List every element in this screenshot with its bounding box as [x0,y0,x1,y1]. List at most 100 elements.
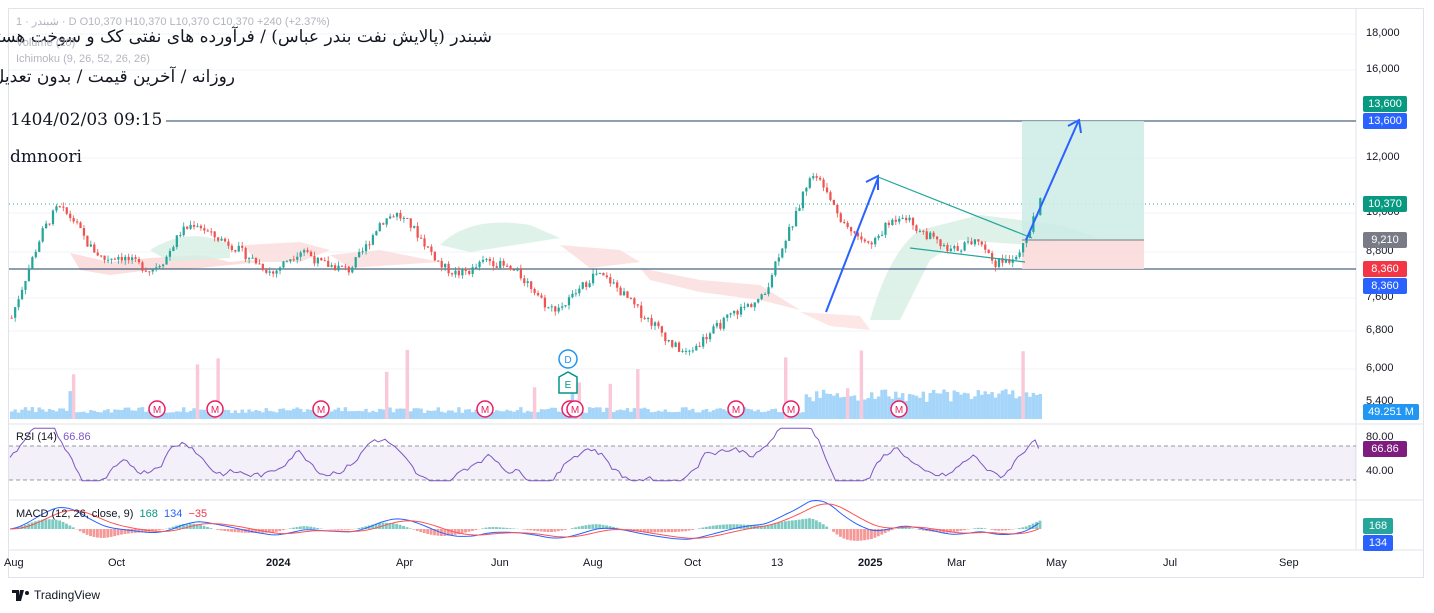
candle-body [309,251,313,257]
candle-body [681,350,684,352]
impulse-arrow-line[interactable] [825,177,879,313]
macd-histogram-bar [405,527,409,529]
drawings[interactable] [825,118,1082,313]
candle-body [430,246,433,252]
macd-histogram-bar [539,529,543,532]
impulse-arrow-head [865,174,879,190]
volume-bar [856,400,860,419]
macd-histogram-bar [832,529,835,532]
macd-histogram-bar [178,524,182,529]
candle-body [65,207,68,214]
candle-body [953,246,956,249]
macd-histogram-bar [278,529,282,532]
y-axis-label: 7,600 [1366,291,1394,303]
macd-histogram-bar [883,529,887,533]
target-arrow-line[interactable] [1025,121,1079,241]
volume-bar [268,410,272,419]
candle-body [10,317,13,319]
volume-bar [75,412,79,419]
rsi-legend[interactable]: RSI (14) 66.86 [16,431,91,443]
tradingview-logo[interactable]: TradingView [12,588,100,602]
volume-bar [708,411,712,419]
volume-bar [16,412,21,419]
volume-bar [849,396,853,419]
volume-bar [357,410,361,419]
target-line-tag[interactable]: 13,600 [1363,113,1407,129]
macd-histogram-bar [254,529,258,533]
candle-body [753,302,756,308]
candle-body [437,260,440,262]
volume-bar [925,401,929,419]
candle-body [853,231,856,233]
macd-histogram-bar [1000,529,1004,531]
candle-body [234,250,237,252]
volume-bar [515,410,520,419]
candle-body [801,191,805,209]
candle-body [777,257,780,262]
candle-body [282,261,285,268]
stop-line-tag[interactable]: 8,360 [1363,278,1407,294]
candle-body [182,226,185,236]
candle-body [1001,258,1004,263]
macd-histogram-bar [443,529,447,536]
x-axis-label: 2024 [266,557,291,569]
macd-histogram-bar [508,528,512,529]
volume-bar [973,396,977,419]
volume-bar [384,371,389,419]
candle-body [987,249,990,254]
volume-bar [986,394,991,419]
volume-bar [677,411,681,419]
ticker-legend[interactable]: شبندر · 1 · D O10,370 H10,370 L10,370 C1… [16,16,330,28]
candle-body [292,259,295,261]
candle-body [915,225,918,232]
entry-price-tag[interactable]: 9,210 [1363,232,1407,248]
volume-bar [123,407,127,419]
volume-bar [543,409,547,419]
meeting-marker [476,400,494,418]
volume-bar [206,412,210,419]
event-markers[interactable]: D E MMMMMMMMM [148,349,908,418]
candle-body [805,187,808,192]
volume-bar [371,410,375,419]
candle-body [733,310,736,314]
candle-body [894,219,897,222]
macd-histogram-bar [271,529,275,533]
candle-body [512,269,516,271]
volume-bar [240,409,244,419]
macd-histogram-bar [281,529,285,531]
macd-legend[interactable]: MACD (12, 26, close, 9) 168 134 −35 [16,508,207,520]
volume-bar [784,357,788,419]
rsi-pane[interactable] [9,427,1356,482]
macd-pane[interactable] [9,499,1042,541]
position-stop-zone[interactable] [1022,240,1144,269]
macd-histogram-bar [357,528,361,529]
volume-bar [577,382,582,419]
macd-histogram-bar [732,524,736,529]
macd-histogram-bar [797,519,801,529]
ichimoku-legend[interactable]: Ichimoku (9, 26, 52, 26, 26) [16,53,150,65]
position-target-zone[interactable] [1022,121,1144,240]
macd-histogram-bar [1007,529,1011,531]
volume-bar [653,411,657,419]
volume-bar [722,409,726,419]
wedge-lower-line[interactable] [909,247,1026,263]
candle-body [695,345,698,351]
candle-body [574,293,577,295]
candle-body [949,248,952,252]
volume-legend[interactable]: Volume (20) [16,37,76,49]
macd-histogram-bar [777,522,780,529]
target-price-tag[interactable]: 13,600 [1363,96,1407,112]
meeting-marker-label: M [211,405,219,416]
volume-bar [694,412,698,419]
meeting-marker-label: M [787,405,795,416]
volume-bar [113,409,117,419]
candle-body [702,336,705,347]
macd-histogram-bar [887,529,891,532]
wedge-upper-line[interactable] [877,176,1033,239]
volume-bar [436,407,440,419]
stop-price-tag[interactable]: 8,360 [1363,261,1407,277]
macd-histogram-bar [870,529,873,540]
candle-body [932,232,935,237]
candle-body [581,282,584,289]
